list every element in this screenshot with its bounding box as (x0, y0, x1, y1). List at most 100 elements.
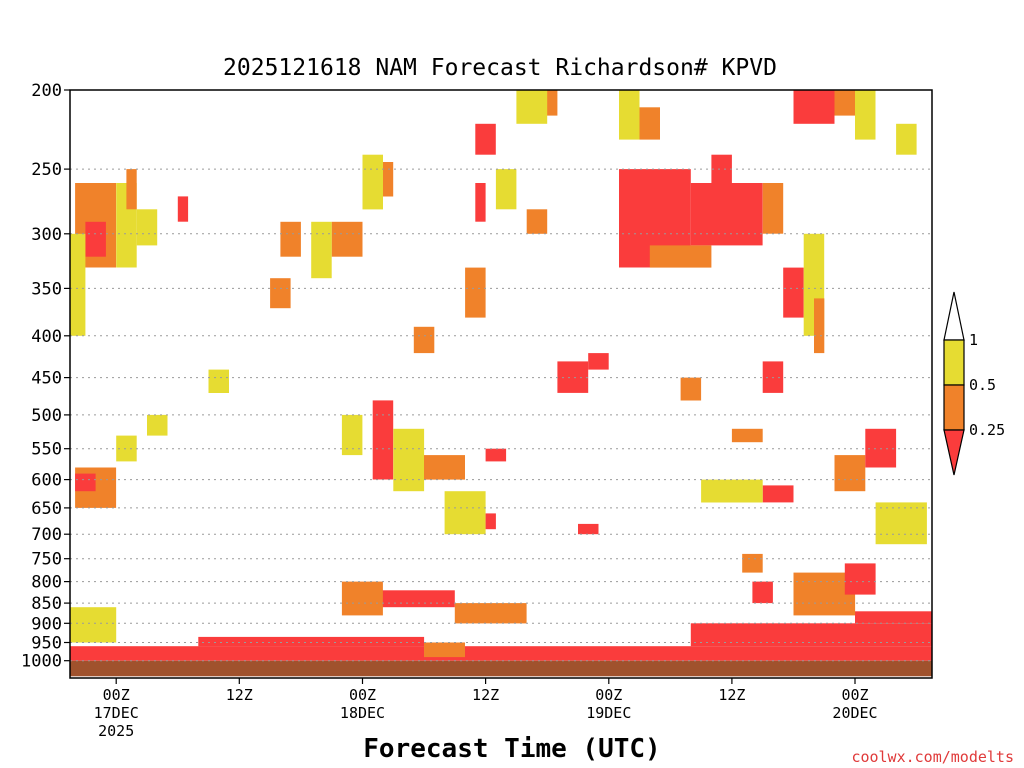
ri-patch-orange (742, 553, 763, 573)
ri-patch-yellow (136, 209, 158, 246)
x-tick-label: 12Z (718, 686, 745, 704)
ri-patch-orange (424, 642, 465, 658)
x-tick-label: 00Z (349, 686, 376, 704)
plot-frame (69, 89, 933, 679)
ri-patch-red (855, 611, 932, 624)
ri-patch-orange (649, 245, 712, 268)
ri-patch-orange (331, 221, 363, 257)
ri-patch-red (177, 196, 189, 222)
ri-patch-red (475, 123, 496, 155)
ri-patch-orange (762, 183, 784, 234)
ri-patch-orange (526, 209, 548, 234)
y-tick-label: 1000 (21, 652, 62, 672)
ri-patch-orange (680, 377, 702, 401)
ri-patch-red (783, 267, 804, 318)
ri-patch-orange (814, 298, 825, 354)
ri-patch-orange (126, 169, 137, 210)
x-tick-label: 00Z (103, 686, 130, 704)
ri-patch-yellow (516, 90, 548, 124)
ri-patch-orange (834, 90, 855, 116)
y-tick-label: 300 (31, 225, 62, 245)
ri-patch-ground (70, 660, 932, 677)
x-tick-label: 00Z (595, 686, 622, 704)
ri-patch-red (475, 183, 486, 222)
data-patches (70, 90, 932, 677)
y-tick-label: 900 (31, 614, 62, 634)
x-tick-label: 2025 (98, 722, 134, 740)
colorbar-legend: 1 0.5 0.25 (943, 291, 1005, 476)
y-tick-label: 650 (31, 499, 62, 519)
colorbar-label: 0.5 (969, 376, 996, 394)
ri-patch-red (865, 428, 897, 468)
ri-patch-red (711, 154, 732, 197)
ri-patch-yellow (444, 491, 486, 535)
ri-patch-yellow (855, 90, 876, 140)
ri-patch-yellow (495, 169, 517, 210)
x-axis-label: Forecast Time (UTC) (363, 734, 660, 764)
ri-patch-yellow (208, 369, 229, 393)
y-axis: 200 250 300 350 400 450 500 550 600 650 700 750 8008… (21, 81, 70, 672)
ri-patch-yellow (619, 90, 640, 140)
ri-patch-yellow (70, 607, 117, 643)
ri-patch-yellow (896, 123, 917, 155)
ri-patch-orange (341, 581, 383, 616)
ri-patch-yellow (393, 428, 425, 492)
chart-title: 2025121618 NAM Forecast Richardson# KPVD (223, 55, 777, 81)
ri-patch-red (485, 448, 507, 462)
ri-patch-red (578, 523, 599, 535)
ri-patch-yellow (875, 502, 927, 545)
ri-patch-orange (270, 278, 291, 309)
ri-patch-orange (465, 267, 486, 318)
y-tick-label: 700 (31, 525, 62, 545)
y-tick-label: 250 (31, 160, 62, 180)
ri-patch-red (70, 646, 932, 661)
y-tick-label: 350 (31, 279, 62, 299)
ri-patch-yellow (362, 154, 383, 210)
y-tick-label: 750 (31, 550, 62, 570)
ri-patch-yellow (116, 435, 137, 462)
ri-patch-red (690, 623, 932, 647)
ri-patch-orange (834, 455, 866, 492)
ri-patch-yellow (341, 414, 363, 456)
ri-patch-red (762, 485, 794, 503)
x-tick-label: 12Z (472, 686, 499, 704)
x-tick-label: 00Z (841, 686, 868, 704)
y-tick-label: 600 (31, 471, 62, 491)
ri-patch-orange (424, 455, 465, 480)
ri-patch-red (588, 353, 609, 370)
ri-patch-red (372, 590, 455, 608)
ri-patch-red (793, 90, 835, 124)
y-tick-label: 850 (31, 594, 62, 614)
ri-patch-orange (413, 326, 435, 354)
ri-patch-yellow (70, 233, 86, 336)
y-tick-label: 200 (31, 81, 62, 101)
ri-patch-red (485, 513, 496, 530)
ri-patch-yellow (147, 414, 168, 436)
y-tick-label: 550 (31, 440, 62, 460)
ri-patch-yellow (311, 221, 332, 279)
x-tick-label: 20DEC (832, 704, 877, 722)
ri-patch-red (372, 400, 394, 480)
ri-patch-orange (280, 221, 301, 257)
colorbar-label: 0.25 (969, 421, 1005, 439)
x-tick-label: 18DEC (340, 704, 385, 722)
ri-patch-orange (454, 603, 527, 624)
ri-patch-orange (731, 428, 763, 443)
y-tick-label: 500 (31, 406, 62, 426)
x-tick-label: 19DEC (586, 704, 631, 722)
ri-patch-red (198, 636, 425, 647)
colorbar-label: 1 (969, 331, 978, 349)
y-tick-label: 800 (31, 573, 62, 593)
y-tick-label: 950 (31, 634, 62, 654)
colorbar-bin-orange (943, 384, 965, 431)
ri-patch-red (85, 221, 106, 257)
ri-patch-yellow (701, 479, 763, 503)
y-tick-label: 450 (31, 369, 62, 389)
colorbar-bin-yellow (943, 339, 965, 386)
x-tick-label: 12Z (226, 686, 253, 704)
colorbar-bottom-triangle (943, 429, 965, 476)
credit-text: coolwx.com/modelts (851, 748, 1014, 766)
ri-patch-red (844, 563, 876, 595)
